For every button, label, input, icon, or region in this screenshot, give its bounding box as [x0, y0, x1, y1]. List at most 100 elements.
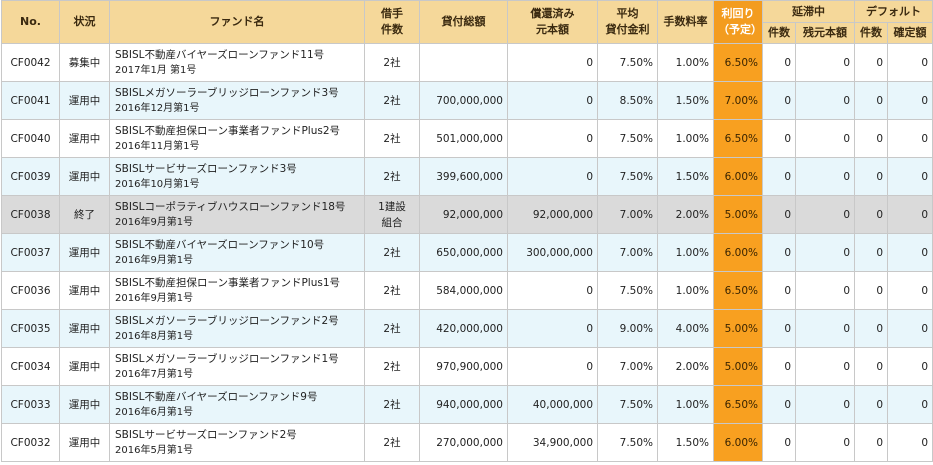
fund-name-cell[interactable]: SBISLサービサーズローンファンド3号 2016年10月第1号 — [109, 157, 365, 196]
fund-fee-rate: 1.00% — [657, 233, 714, 272]
header-repaid-line1: 償還済み — [530, 7, 575, 20]
header-fee-rate: 手数料率 — [657, 0, 714, 44]
fund-borrowers: 2社 — [364, 119, 420, 158]
fund-yield: 6.50% — [713, 43, 763, 82]
fund-no: CF0032 — [1, 423, 60, 462]
fund-avg-rate: 9.00% — [597, 309, 658, 348]
fund-status: 運用中 — [59, 385, 110, 424]
fund-name-cell[interactable]: SBISLメガソーラーブリッジローンファンド1号 2016年7月第1号 — [109, 347, 365, 386]
default-count: 0 — [854, 233, 888, 272]
fund-borrowers-line1: 2社 — [383, 360, 401, 373]
fund-date: 2016年7月第1号 — [115, 368, 194, 380]
fund-name-cell[interactable]: SBISLメガソーラーブリッジローンファンド2号 2016年8月第1号 — [109, 309, 365, 348]
delinquent-count: 0 — [762, 423, 796, 462]
fund-status: 運用中 — [59, 309, 110, 348]
table-row: CF0035 運用中 SBISLメガソーラーブリッジローンファンド2号 2016… — [1, 309, 933, 348]
fund-status: 運用中 — [59, 157, 110, 196]
fund-no: CF0034 — [1, 347, 60, 386]
fund-name[interactable]: SBISLメガソーラーブリッジローンファンド1号 — [115, 352, 339, 365]
default-count: 0 — [854, 81, 888, 120]
fund-yield: 6.50% — [713, 119, 763, 158]
fund-yield: 5.00% — [713, 195, 763, 234]
delinquent-count: 0 — [762, 157, 796, 196]
fund-repaid: 0 — [507, 347, 598, 386]
fund-name-cell[interactable]: SBISL不動産バイヤーズローンファンド11号 2017年1月 第1号 — [109, 43, 365, 82]
fund-name-cell[interactable]: SBISL不動産担保ローン事業者ファンドPlus1号 2016年9月第1号 — [109, 271, 365, 310]
default-count: 0 — [854, 385, 888, 424]
fund-borrowers-line1: 2社 — [383, 246, 401, 259]
default-count: 0 — [854, 347, 888, 386]
fund-date: 2017年1月 第1号 — [115, 64, 197, 76]
fund-borrowers: 2社 — [364, 43, 420, 82]
fund-borrowers-line1: 2社 — [383, 170, 401, 183]
fund-borrowers-line1: 2社 — [383, 398, 401, 411]
fund-fee-rate: 1.50% — [657, 81, 714, 120]
table-row: CF0040 運用中 SBISL不動産担保ローン事業者ファンドPlus2号 20… — [1, 119, 933, 158]
fund-avg-rate: 7.50% — [597, 43, 658, 82]
fund-name[interactable]: SBISLサービサーズローンファンド2号 — [115, 428, 297, 441]
fund-date: 2016年9月第1号 — [115, 254, 194, 266]
default-confirmed: 0 — [887, 195, 933, 234]
fund-name[interactable]: SBISLメガソーラーブリッジローンファンド3号 — [115, 86, 339, 99]
fund-no: CF0041 — [1, 81, 60, 120]
header-delinquent: 延滞中 — [762, 0, 855, 23]
fund-repaid: 300,000,000 — [507, 233, 598, 272]
fund-name[interactable]: SBISL不動産担保ローン事業者ファンドPlus2号 — [115, 124, 341, 137]
header-repaid: 償還済み 元本額 — [507, 0, 598, 44]
fund-name[interactable]: SBISL不動産担保ローン事業者ファンドPlus1号 — [115, 276, 341, 289]
fund-status: 運用中 — [59, 233, 110, 272]
fund-fee-rate: 4.00% — [657, 309, 714, 348]
delinquent-remaining: 0 — [795, 81, 855, 120]
fund-yield: 6.00% — [713, 157, 763, 196]
fund-name-cell[interactable]: SBISL不動産担保ローン事業者ファンドPlus2号 2016年11月第1号 — [109, 119, 365, 158]
fund-status: 運用中 — [59, 81, 110, 120]
fund-date: 2016年9月第1号 — [115, 216, 194, 228]
fund-name[interactable]: SBISLメガソーラーブリッジローンファンド2号 — [115, 314, 339, 327]
fund-total-loan: 650,000,000 — [419, 233, 508, 272]
delinquent-count: 0 — [762, 385, 796, 424]
fund-name-cell[interactable]: SBISL不動産バイヤーズローンファンド10号 2016年9月第1号 — [109, 233, 365, 272]
fund-name-cell[interactable]: SBISLサービサーズローンファンド2号 2016年5月第1号 — [109, 423, 365, 462]
fund-avg-rate: 7.50% — [597, 385, 658, 424]
delinquent-remaining: 0 — [795, 119, 855, 158]
fund-date: 2016年5月第1号 — [115, 444, 194, 456]
table-row: CF0038 終了 SBISLコーポラティブハウスローンファンド18号 2016… — [1, 195, 933, 234]
header-default-count: 件数 — [854, 22, 888, 44]
default-confirmed: 0 — [887, 309, 933, 348]
fund-avg-rate: 8.50% — [597, 81, 658, 120]
fund-name[interactable]: SBISL不動産バイヤーズローンファンド9号 — [115, 390, 318, 403]
fund-name[interactable]: SBISLコーポラティブハウスローンファンド18号 — [115, 200, 346, 213]
delinquent-remaining: 0 — [795, 271, 855, 310]
delinquent-remaining: 0 — [795, 347, 855, 386]
fund-repaid: 34,900,000 — [507, 423, 598, 462]
fund-date: 2016年10月第1号 — [115, 178, 200, 190]
delinquent-remaining: 0 — [795, 43, 855, 82]
fund-yield: 5.00% — [713, 347, 763, 386]
fund-name[interactable]: SBISL不動産バイヤーズローンファンド11号 — [115, 48, 325, 61]
fund-fee-rate: 1.00% — [657, 385, 714, 424]
table-row: CF0039 運用中 SBISLサービサーズローンファンド3号 2016年10月… — [1, 157, 933, 196]
fund-yield: 6.50% — [713, 385, 763, 424]
table-row: CF0042 募集中 SBISL不動産バイヤーズローンファンド11号 2017年… — [1, 43, 933, 82]
default-count: 0 — [854, 309, 888, 348]
fund-yield: 6.00% — [713, 423, 763, 462]
fund-total-loan: 584,000,000 — [419, 271, 508, 310]
fund-name[interactable]: SBISLサービサーズローンファンド3号 — [115, 162, 297, 175]
fund-yield: 5.00% — [713, 309, 763, 348]
delinquent-count: 0 — [762, 81, 796, 120]
default-confirmed: 0 — [887, 385, 933, 424]
delinquent-count: 0 — [762, 271, 796, 310]
fund-borrowers-line1: 2社 — [383, 94, 401, 107]
fund-date: 2016年11月第1号 — [115, 140, 200, 152]
header-yield-line1: 利回り — [721, 7, 755, 20]
fund-name-cell[interactable]: SBISLコーポラティブハウスローンファンド18号 2016年9月第1号 — [109, 195, 365, 234]
fund-name-cell[interactable]: SBISL不動産バイヤーズローンファンド9号 2016年6月第1号 — [109, 385, 365, 424]
fund-total-loan — [419, 43, 508, 82]
fund-name-cell[interactable]: SBISLメガソーラーブリッジローンファンド3号 2016年12月第1号 — [109, 81, 365, 120]
header-avg-rate: 平均 貸付金利 — [597, 0, 658, 44]
fund-name[interactable]: SBISL不動産バイヤーズローンファンド10号 — [115, 238, 325, 251]
header-borrowers: 借手 件数 — [364, 0, 420, 44]
fund-total-loan: 399,600,000 — [419, 157, 508, 196]
fund-total-loan: 270,000,000 — [419, 423, 508, 462]
header-borrowers-line2: 件数 — [381, 23, 403, 36]
